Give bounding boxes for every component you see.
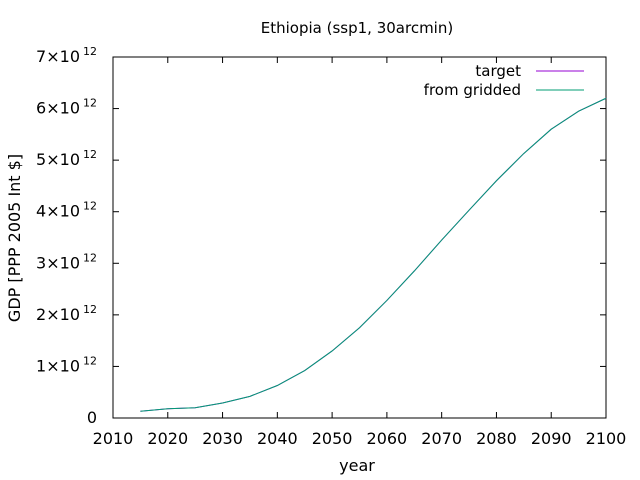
y-tick-mantissa: 5×10 (36, 150, 80, 169)
y-axis-label: GDP [PPP 2005 Int $] (5, 154, 24, 322)
y-tick-exponent: 12 (83, 97, 97, 110)
x-tick-label: 2020 (147, 429, 188, 448)
y-tick-label: 2×10 12 (36, 303, 97, 324)
y-tick-exponent: 12 (83, 45, 97, 58)
y-tick-label: 3×10 12 (36, 251, 97, 272)
y-tick-label: 0 (87, 408, 97, 427)
x-tick-label: 2100 (586, 429, 627, 448)
y-tick-mantissa: 4×10 (36, 202, 80, 221)
y-tick-exponent: 12 (83, 303, 97, 316)
chart-title: Ethiopia (ssp1, 30arcmin) (261, 19, 453, 37)
x-tick-label: 2060 (367, 429, 408, 448)
y-tick-exponent: 12 (83, 148, 97, 161)
plot-frame (112, 56, 607, 419)
y-tick-label: 5×10 12 (36, 148, 97, 169)
series-line-from-gridded (140, 97, 607, 412)
legend: target from gridded (424, 62, 584, 99)
x-axis: 2010 2020 2030 2040 2050 2060 2070 2080 2090 2100 (93, 57, 627, 448)
y-tick-mantissa: 1×10 (36, 356, 80, 375)
x-tick-label: 2070 (421, 429, 462, 448)
series-line-target (140, 97, 607, 412)
x-tick-label: 2030 (202, 429, 243, 448)
y-tick-label: 6×10 12 (36, 97, 97, 118)
y-tick-mantissa: 0 (87, 408, 97, 427)
x-tick-label: 2040 (257, 429, 298, 448)
y-tick-exponent: 12 (83, 354, 97, 367)
y-tick-exponent: 12 (83, 200, 97, 213)
x-axis-label: year (339, 456, 375, 475)
legend-label-from-gridded: from gridded (424, 81, 521, 99)
y-axis: 01×10 122×10 123×10 124×10 125×10 126×10 127×1… (36, 45, 606, 427)
x-tick-label: 2050 (312, 429, 353, 448)
y-tick-label: 1×10 12 (36, 354, 97, 375)
x-tick-label: 2080 (476, 429, 517, 448)
legend-label-target: target (475, 62, 521, 80)
y-tick-label: 7×10 12 (36, 45, 97, 66)
x-tick-label: 2010 (93, 429, 134, 448)
y-tick-mantissa: 3×10 (36, 253, 80, 272)
y-tick-mantissa: 7×10 (36, 47, 80, 66)
y-tick-mantissa: 2×10 (36, 305, 80, 324)
series-lines (140, 97, 607, 412)
y-tick-mantissa: 6×10 (36, 99, 80, 118)
y-tick-exponent: 12 (83, 251, 97, 264)
x-tick-label: 2090 (531, 429, 572, 448)
y-tick-label: 4×10 12 (36, 200, 97, 221)
